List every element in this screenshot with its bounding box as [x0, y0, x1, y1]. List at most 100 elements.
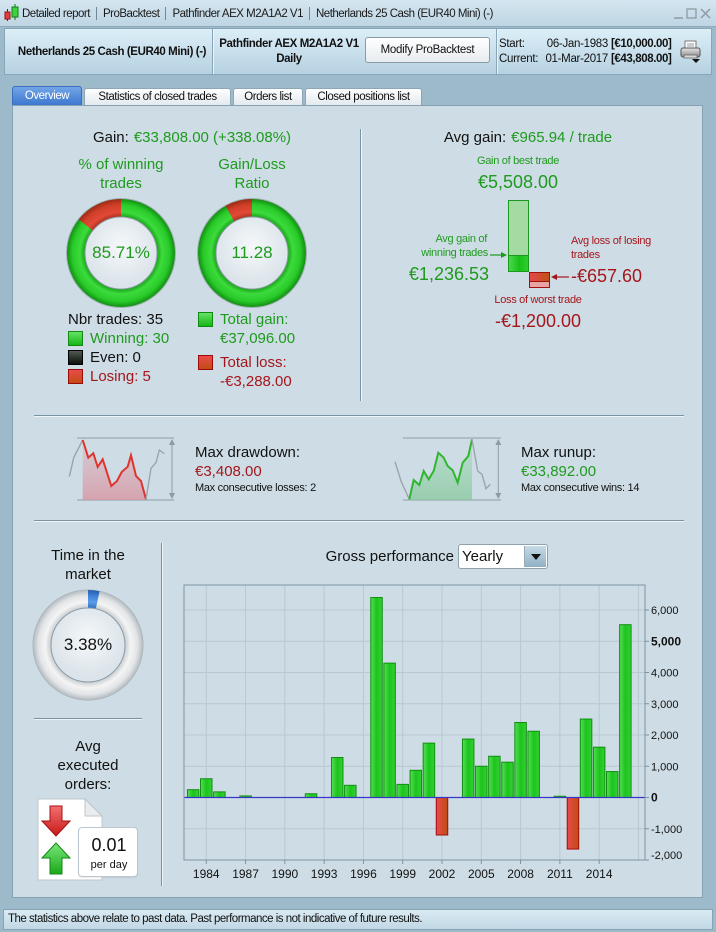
winning-pct-title: % of winning: [78, 156, 164, 173]
max-consecutive-wins: Max consecutive wins: 14: [521, 482, 640, 494]
gain-loss-ratio-value: 11.28: [231, 243, 273, 262]
section-divider: [161, 543, 163, 886]
bar-2005: [475, 765, 488, 798]
printer-icon[interactable]: [680, 40, 702, 64]
plot-frame: [183, 584, 646, 861]
losing-legend-swatch: [68, 369, 83, 384]
arrow-left-icon: [551, 274, 569, 280]
bar-1994: [330, 757, 344, 798]
avg-losing-segment: [530, 273, 549, 282]
section-divider: [34, 415, 684, 417]
total-loss-swatch: [198, 355, 213, 370]
bar-1999: [396, 783, 409, 798]
winning-pct-value: 85.71%: [92, 243, 150, 262]
period-select[interactable]: Yearly: [458, 544, 548, 569]
tab-closed-positions-list[interactable]: Closed positions list: [305, 88, 422, 106]
winning-legend-swatch: [68, 331, 83, 346]
overview-panel: Gain: €33,808.00 (+338.08%) % of winning …: [12, 105, 703, 898]
donut-losing-segment: [67, 199, 175, 307]
donut-in-market-segment: [33, 590, 143, 700]
tab-statistics-of-closed-trades[interactable]: Statistics of closed trades: [84, 88, 231, 106]
worst-trade-label: Loss of worst trade: [494, 294, 582, 306]
avg-losing-value: -€657.60: [571, 266, 643, 286]
y-tick-label: 2,000: [651, 730, 679, 742]
maximize-icon[interactable]: [686, 8, 697, 19]
bar-2001: [422, 742, 436, 798]
window-title: Detailed report ProBacktest Pathfinder A…: [22, 0, 493, 27]
even-count: Even: 0: [90, 349, 141, 366]
current-label: Current:: [499, 53, 539, 65]
modify-probacktest-button[interactable]: Modify ProBacktest: [365, 37, 490, 63]
time-in-market-value: 3.38%: [63, 635, 113, 654]
bar-1984: [200, 778, 213, 798]
close-icon[interactable]: [700, 8, 711, 19]
x-tick-label: 1993: [311, 867, 338, 881]
title-separator: [95, 7, 97, 20]
donut-inner: [84, 216, 158, 290]
gain-summary: Gain: €33,808.00 (+338.08%): [93, 128, 291, 147]
x-tick-label: 1990: [271, 867, 298, 881]
avg-winning-label-2: winning trades: [421, 247, 488, 259]
y-tick-label: -1,000: [651, 824, 682, 836]
current-date: 01-Mar-2017: [545, 53, 608, 65]
x-tick-label: 2014: [586, 867, 613, 881]
time-in-market-title-2: market: [65, 566, 111, 583]
x-tick-label: 1984: [193, 867, 220, 881]
total-gain-value: €37,096.00: [220, 330, 296, 347]
gain-value: €33,808.00 (+338.08%): [133, 129, 292, 146]
y-tick-label: -2,000: [651, 850, 682, 862]
section-divider: [34, 520, 684, 522]
y-tick-label: 6,000: [651, 605, 679, 617]
y-tick-label: 5,000: [651, 634, 681, 648]
bar-1983: [186, 789, 200, 798]
max-drawdown-title: Max drawdown:: [195, 444, 301, 461]
chevron-down-icon[interactable]: [524, 546, 546, 567]
x-tick-label: 1996: [350, 867, 377, 881]
avg-orders-title: Avg: [75, 738, 101, 755]
gain-loss-ratio-donut: [197, 198, 307, 308]
avg-losing-label-2: trades: [571, 249, 600, 261]
x-tick-label: 2008: [507, 867, 534, 881]
title-segment: Pathfinder AEX M2A1A2 V1: [172, 7, 303, 20]
worst-trade-value: -€1,200.00: [494, 311, 582, 331]
avg-orders-title-2: executed: [57, 757, 119, 774]
avg-gain-summary: Avg gain: €965.94 / trade: [444, 128, 612, 147]
tab-overview[interactable]: Overview: [12, 86, 82, 106]
arrow-up-icon: [40, 842, 72, 875]
even-legend-swatch: [68, 350, 83, 365]
avg-winning-segment: [509, 254, 528, 271]
bar-2009: [527, 730, 540, 798]
tab-orders-list[interactable]: Orders list: [233, 88, 303, 106]
best-trade-value: €5,508.00: [477, 172, 559, 192]
x-tick-label: 2005: [468, 867, 495, 881]
title-separator: [309, 7, 310, 20]
total-gain-label: Total gain:: [220, 311, 289, 328]
arrow-down-icon: [40, 805, 72, 837]
avg-orders-title-3: orders:: [64, 776, 112, 793]
bar-2007: [501, 761, 514, 798]
period-select-value: Yearly: [462, 548, 504, 565]
avg-winning-label: Avg gain of: [435, 233, 487, 245]
title-separator: [165, 7, 167, 20]
system-name: Pathfinder AEX M2A1A2 V1: [219, 38, 359, 50]
instrument-name: Netherlands 25 Cash (EUR40 Mini) (-): [17, 46, 207, 58]
max-runup-value: €33,892.00: [521, 463, 597, 480]
section-divider: [360, 129, 362, 401]
avg-gain-label: Avg gain:: [443, 129, 507, 146]
bar-2014: [592, 746, 606, 798]
bar-2000: [409, 769, 423, 798]
y-tick-label: 4,000: [651, 668, 679, 680]
bar-1985: [213, 791, 226, 798]
winning-pct-title-2: trades: [100, 175, 142, 192]
total-loss-value: -€3,288.00: [220, 373, 292, 390]
max-drawdown-value: €3,408.00: [195, 463, 262, 480]
x-tick-label: 1999: [389, 867, 416, 881]
avg-orders-value: 0.01: [91, 835, 127, 855]
max-runup-title: Max runup:: [521, 444, 597, 461]
start-label: Start:: [499, 38, 525, 50]
minimize-icon[interactable]: [673, 8, 684, 19]
y-tick-label: 1,000: [651, 761, 679, 773]
x-tick-label: 2011: [547, 867, 573, 881]
best-trade-bar: [508, 200, 529, 272]
bar-2013: [579, 718, 593, 798]
